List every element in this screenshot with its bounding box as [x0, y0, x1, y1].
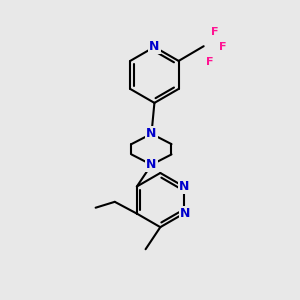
- Text: N: N: [180, 207, 190, 220]
- Text: F: F: [211, 27, 219, 37]
- Text: N: N: [146, 158, 157, 171]
- Text: N: N: [178, 180, 189, 193]
- Text: F: F: [219, 42, 226, 52]
- Text: N: N: [149, 40, 160, 53]
- Text: N: N: [146, 127, 157, 140]
- Text: F: F: [206, 56, 214, 67]
